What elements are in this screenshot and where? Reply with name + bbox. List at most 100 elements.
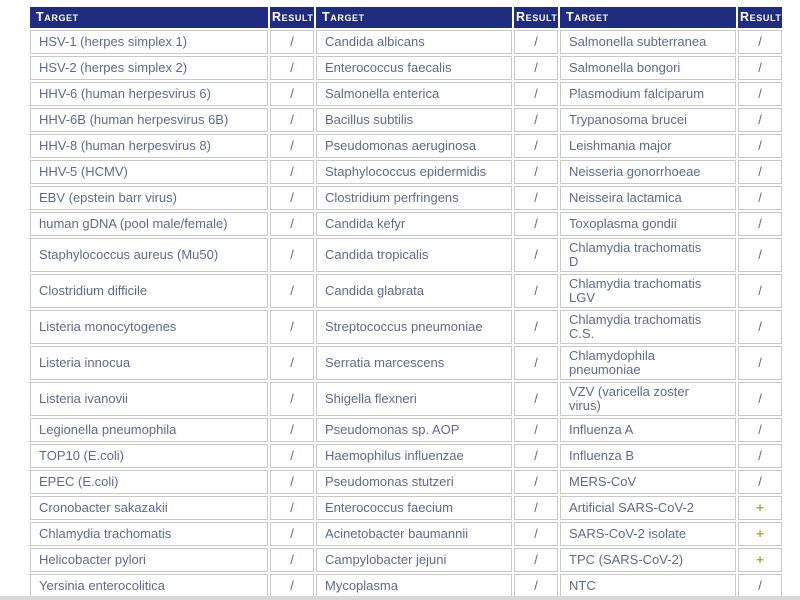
target-cell: Candida glabrata [316,274,512,308]
target-cell: Influenza B [560,444,736,468]
table-row: Listeria ivanovii / Shigella flexneri / VZV … [30,382,782,416]
specificity-results-table: TARGET RESULT TARGET RESULT TARGET RESULT HSV… [28,5,784,600]
target-cell: Legionella pneumophila [30,418,268,442]
target-cell: Haemophilus influenzae [316,444,512,468]
target-cell: Candida tropicalis [316,238,512,272]
target-cell: TOP10 (E.coli) [30,444,268,468]
target-cell: Yersinia enterocolitica [30,574,268,598]
target-cell: Clostridium perfringens [316,186,512,210]
table-row: HHV-6B (human herpesvirus 6B) / Bacillus s… [30,108,782,132]
target-cell: SARS-CoV-2 isolate [560,522,736,546]
target-cell: Chlamydophila pneumoniae [560,346,736,380]
result-cell: / [514,82,558,106]
result-cell: / [270,274,314,308]
result-cell: / [514,274,558,308]
table-row: Listeria innocua / Serratia marcescens / Chl… [30,346,782,380]
target-cell: Listeria innocua [30,346,268,380]
target-cell: HHV-8 (human herpesvirus 8) [30,134,268,158]
target-cell: HHV-6B (human herpesvirus 6B) [30,108,268,132]
result-cell: / [270,346,314,380]
result-cell-positive: + [738,548,782,572]
target-cell: Candida albicans [316,30,512,54]
result-cell: / [270,238,314,272]
page-bottom-edge [0,596,800,600]
result-cell: / [514,160,558,184]
target-cell: Enterococcus faecalis [316,56,512,80]
result-cell: / [738,574,782,598]
result-cell: / [514,444,558,468]
result-cell: / [270,382,314,416]
target-cell: Influenza A [560,418,736,442]
target-cell: Mycoplasma [316,574,512,598]
target-cell: Leishmania major [560,134,736,158]
result-cell: / [270,548,314,572]
table-row: Yersinia enterocolitica / Mycoplasma / NTC / [30,574,782,598]
target-cell: Streptococcus pneumoniae [316,310,512,344]
table-row: HSV-2 (herpes simplex 2) / Enterococcus fa… [30,56,782,80]
target-cell: Plasmodium falciparum [560,82,736,106]
result-cell: / [514,522,558,546]
result-cell: / [514,470,558,494]
result-cell: / [514,186,558,210]
table-row: HHV-6 (human herpesvirus 6) / Salmonella e… [30,82,782,106]
target-cell: Trypanosoma brucei [560,108,736,132]
result-cell: / [514,134,558,158]
result-column-header: RESULT [738,7,782,28]
target-cell: TPC (SARS-CoV-2) [560,548,736,572]
result-column-header: RESULT [270,7,314,28]
result-cell: / [738,310,782,344]
result-cell: / [514,574,558,598]
target-cell: Acinetobacter baumannii [316,522,512,546]
result-cell: / [270,30,314,54]
target-cell: Chlamydia trachomatis D [560,238,736,272]
target-cell: Helicobacter pylori [30,548,268,572]
target-cell: human gDNA (pool male/female) [30,212,268,236]
result-cell: / [270,212,314,236]
result-column-header: RESULT [514,7,558,28]
table-row: HHV-5 (HCMV) / Staphylococcus epidermidis /… [30,160,782,184]
target-cell: Serratia marcescens [316,346,512,380]
target-cell: Campylobacter jejuni [316,548,512,572]
target-cell: Artificial SARS-CoV-2 [560,496,736,520]
result-cell: / [270,470,314,494]
result-cell: / [514,418,558,442]
column-header-label: TARGET [566,10,609,24]
result-cell: / [738,470,782,494]
target-cell: Salmonella enterica [316,82,512,106]
result-cell: / [514,30,558,54]
result-cell: / [270,160,314,184]
result-cell: / [514,548,558,572]
target-cell: Bacillus subtilis [316,108,512,132]
target-cell: Chlamydia trachomatis [30,522,268,546]
target-cell: Staphylococcus epidermidis [316,160,512,184]
target-cell: Listeria ivanovii [30,382,268,416]
result-cell: / [270,444,314,468]
result-cell: / [514,382,558,416]
target-cell: Enterococcus faecium [316,496,512,520]
result-cell: / [270,186,314,210]
result-cell: / [270,134,314,158]
target-cell: Clostridium difficile [30,274,268,308]
result-cell: / [270,418,314,442]
result-cell: / [514,238,558,272]
result-cell: / [514,346,558,380]
target-cell: Chlamydia trachomatis LGV [560,274,736,308]
result-cell: / [514,496,558,520]
table-row: TOP10 (E.coli) / Haemophilus influenzae / In… [30,444,782,468]
column-header-label: TARGET [322,10,365,24]
table-row: EBV (epstein barr virus) / Clostridium per… [30,186,782,210]
table-row: Staphylococcus aureus (Mu50) / Candida tro… [30,238,782,272]
target-column-header: TARGET [316,7,512,28]
result-cell: / [514,310,558,344]
target-cell: Pseudomonas aeruginosa [316,134,512,158]
result-cell: / [738,418,782,442]
table-row: Legionella pneumophila / Pseudomonas sp. A… [30,418,782,442]
column-header-label: RESULT [516,10,558,24]
target-cell: Salmonella bongori [560,56,736,80]
result-cell: / [738,56,782,80]
table-row: HHV-8 (human herpesvirus 8) / Pseudomonas … [30,134,782,158]
target-cell: Chlamydia trachomatis C.S. [560,310,736,344]
target-cell: NTC [560,574,736,598]
target-cell: Candida kefyr [316,212,512,236]
